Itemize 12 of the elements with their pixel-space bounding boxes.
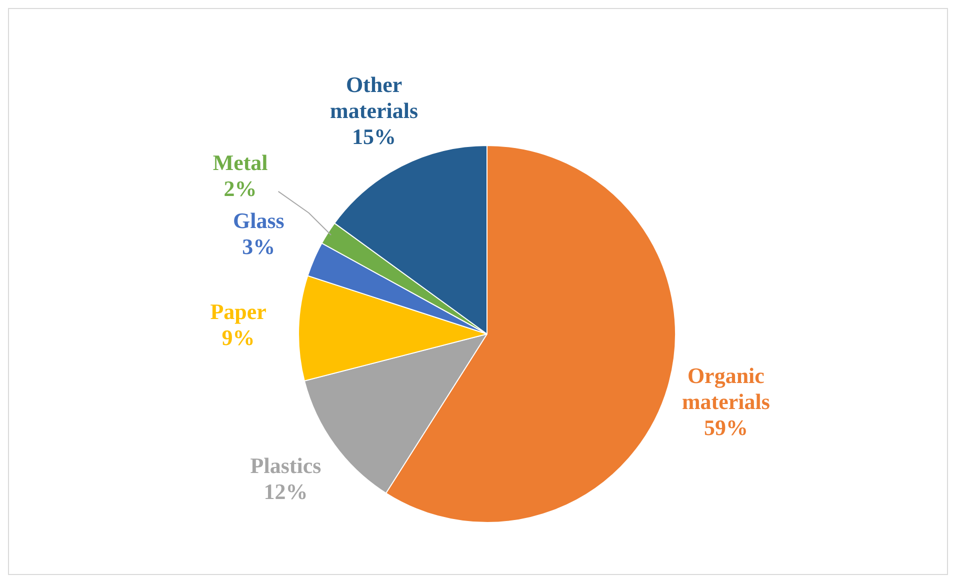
data-label: 59% — [704, 415, 748, 440]
slice-label: Glass — [232, 208, 285, 233]
data-label: 3% — [242, 234, 276, 259]
slice-label: Other materials — [330, 72, 418, 123]
slice-label: Metal — [212, 150, 268, 176]
data-label: 2% — [224, 176, 257, 202]
slice-label: Paper — [210, 298, 267, 324]
slice-label: Plastics — [250, 452, 322, 478]
data-label: 15% — [352, 124, 396, 149]
data-label: 9% — [222, 324, 255, 350]
data-label: 12% — [264, 478, 308, 504]
slice-label: Organic materials — [682, 363, 770, 414]
